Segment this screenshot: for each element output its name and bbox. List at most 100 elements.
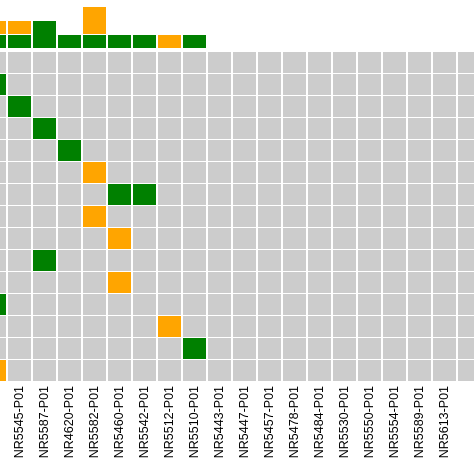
cell bbox=[158, 96, 181, 117]
cell bbox=[0, 96, 6, 117]
cell bbox=[433, 338, 456, 359]
cell bbox=[108, 316, 131, 337]
cell bbox=[358, 316, 381, 337]
cell bbox=[208, 206, 231, 227]
cell bbox=[83, 228, 106, 249]
cell bbox=[433, 228, 456, 249]
cell bbox=[158, 140, 181, 161]
cell bbox=[8, 74, 31, 95]
cell bbox=[333, 338, 356, 359]
cell bbox=[33, 140, 56, 161]
column-label: NR5550-P01 bbox=[362, 386, 376, 458]
cell bbox=[133, 52, 156, 73]
cell bbox=[183, 96, 206, 117]
cell bbox=[358, 294, 381, 315]
cell bbox=[458, 206, 474, 227]
cell bbox=[408, 52, 431, 73]
cell bbox=[83, 52, 106, 73]
cell bbox=[8, 316, 31, 337]
cell bbox=[233, 184, 256, 205]
cell bbox=[258, 74, 281, 95]
cell bbox=[0, 118, 6, 139]
cell bbox=[33, 360, 56, 381]
cell bbox=[233, 316, 256, 337]
cell bbox=[233, 250, 256, 271]
cell bbox=[383, 228, 406, 249]
cell bbox=[208, 338, 231, 359]
cell bbox=[233, 294, 256, 315]
cell bbox=[458, 184, 474, 205]
cell bbox=[58, 162, 81, 183]
cell bbox=[158, 52, 181, 73]
cell bbox=[0, 272, 6, 293]
cell bbox=[283, 184, 306, 205]
cell bbox=[383, 52, 406, 73]
bar-segment bbox=[133, 35, 156, 48]
cell bbox=[0, 228, 6, 249]
cell bbox=[83, 184, 106, 205]
cell bbox=[458, 162, 474, 183]
cell bbox=[83, 118, 106, 139]
cell bbox=[258, 250, 281, 271]
cell bbox=[58, 250, 81, 271]
cell bbox=[333, 52, 356, 73]
cell bbox=[258, 228, 281, 249]
cell bbox=[233, 162, 256, 183]
cell bbox=[133, 184, 156, 205]
cell bbox=[58, 118, 81, 139]
cell bbox=[183, 316, 206, 337]
cell bbox=[58, 338, 81, 359]
cell bbox=[0, 316, 6, 337]
cell bbox=[433, 96, 456, 117]
cell bbox=[408, 272, 431, 293]
cell bbox=[58, 228, 81, 249]
cell bbox=[408, 316, 431, 337]
cell bbox=[0, 140, 6, 161]
cell bbox=[283, 140, 306, 161]
cell bbox=[283, 294, 306, 315]
cell bbox=[408, 360, 431, 381]
cell bbox=[0, 250, 6, 271]
cell bbox=[258, 360, 281, 381]
cell bbox=[258, 162, 281, 183]
column-label: NR5512-P01 bbox=[162, 386, 176, 458]
cell bbox=[83, 294, 106, 315]
cell bbox=[108, 52, 131, 73]
cell bbox=[333, 74, 356, 95]
cell bbox=[0, 74, 6, 95]
column-label: NR5447-P01 bbox=[237, 386, 251, 458]
cell bbox=[383, 206, 406, 227]
cell bbox=[433, 162, 456, 183]
cell bbox=[58, 184, 81, 205]
cell bbox=[383, 250, 406, 271]
cell bbox=[8, 250, 31, 271]
cell bbox=[283, 360, 306, 381]
column-label: NR5542-P01 bbox=[137, 386, 151, 458]
cell bbox=[408, 250, 431, 271]
cell bbox=[108, 228, 131, 249]
bar-segment bbox=[0, 35, 6, 48]
cell bbox=[33, 294, 56, 315]
cell bbox=[333, 250, 356, 271]
cell bbox=[383, 360, 406, 381]
cell bbox=[258, 338, 281, 359]
cell bbox=[433, 118, 456, 139]
cell bbox=[33, 96, 56, 117]
cell bbox=[8, 52, 31, 73]
cell bbox=[33, 162, 56, 183]
cell bbox=[358, 162, 381, 183]
cell bbox=[408, 206, 431, 227]
cell bbox=[158, 184, 181, 205]
cell bbox=[308, 184, 331, 205]
cell bbox=[433, 272, 456, 293]
cell bbox=[458, 52, 474, 73]
cell bbox=[308, 162, 331, 183]
cell bbox=[58, 140, 81, 161]
cell bbox=[0, 162, 6, 183]
cell bbox=[308, 250, 331, 271]
cell bbox=[258, 140, 281, 161]
cell bbox=[133, 338, 156, 359]
cell bbox=[8, 360, 31, 381]
cell bbox=[283, 206, 306, 227]
cell bbox=[383, 316, 406, 337]
